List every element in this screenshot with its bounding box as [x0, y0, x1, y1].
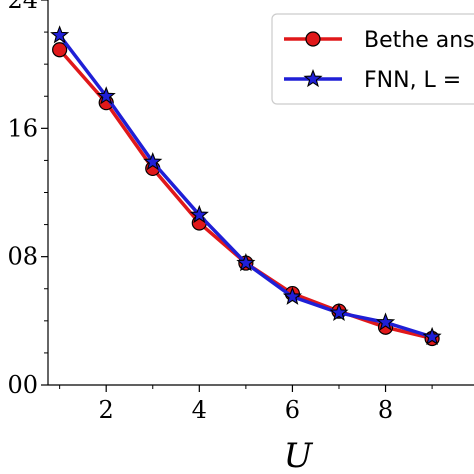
x-tick-label: 4 — [192, 396, 207, 424]
x-axis-label: U — [284, 436, 314, 474]
x-tick-label: 6 — [285, 396, 300, 424]
series-1-point — [52, 42, 68, 58]
y-tick-label: 24 — [7, 0, 38, 14]
x-tick-label: 8 — [378, 396, 393, 424]
series-2-point — [236, 253, 256, 272]
legend: Bethe ans FNN, L = — [271, 13, 474, 105]
legend-label: FNN, L = — [364, 68, 461, 93]
y-tick-label: 16 — [7, 114, 38, 142]
chart-marks — [50, 25, 442, 347]
series-2-point — [189, 204, 209, 224]
y-tick-label: 08 — [7, 243, 38, 271]
series-2-point — [50, 25, 70, 44]
legend-items: Bethe ans FNN, L = — [284, 28, 474, 93]
legend-label: Bethe ans — [364, 28, 474, 53]
x-tick-label: 2 — [99, 396, 114, 424]
axis-ticks — [41, 0, 433, 392]
series-2-point — [143, 151, 163, 171]
series-2-point — [96, 86, 116, 105]
series-2-point — [282, 286, 302, 305]
series-2-point — [329, 302, 349, 321]
series-2-point — [375, 312, 396, 331]
legend-box — [271, 13, 474, 105]
series-2-point — [422, 326, 442, 346]
legend-swatch-marker — [303, 68, 323, 88]
y-tick-label: 00 — [7, 371, 38, 399]
legend-swatch-marker — [305, 31, 321, 47]
